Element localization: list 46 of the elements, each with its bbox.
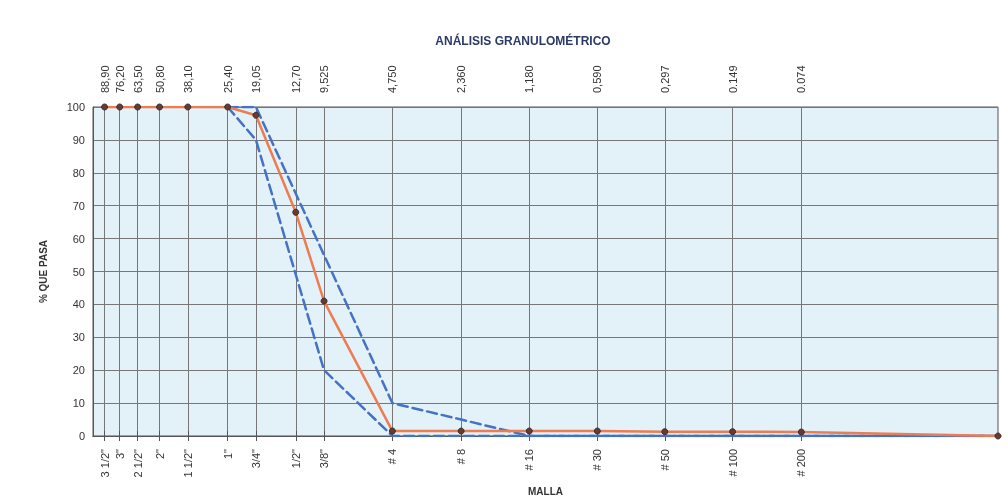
x-tick-label: 0.149	[726, 65, 739, 93]
text: 1/2"	[289, 448, 302, 469]
y-tick-label: 70	[72, 199, 85, 212]
text: 3/4"	[249, 448, 262, 469]
y-tick-label: 30	[72, 331, 85, 344]
x-tick-label: 50,80	[153, 65, 166, 93]
x-tick-label: 1,180	[523, 65, 536, 93]
x-tick-label: 4,750	[386, 65, 399, 93]
y-tick-label: 100	[66, 101, 85, 113]
text: # 50	[658, 449, 671, 471]
y-axis-title: % QUE PASA	[37, 239, 49, 304]
x-tick-label: 76,20	[113, 65, 126, 93]
x-tick-label: 19,05	[249, 65, 262, 93]
y-tick-label: 90	[72, 133, 85, 146]
y-tick-label: 80	[72, 166, 85, 179]
text: # 100	[726, 449, 739, 477]
x-tick-label: 0.074	[795, 65, 808, 93]
text: # 200	[795, 449, 808, 477]
x-tick-label: 12,70	[289, 65, 302, 93]
text: 3/8"	[318, 448, 331, 469]
y-tick-label: 20	[72, 364, 85, 377]
x-tick-label: 9,525	[318, 65, 331, 93]
x-tick-label: 2,360	[455, 65, 468, 93]
text: 2 1/2"	[131, 448, 144, 478]
text: 3 1/2"	[98, 448, 111, 478]
y-tick-label: 40	[72, 298, 85, 311]
text: 1 1/2"	[181, 448, 194, 478]
text: # 4	[386, 449, 399, 465]
y-tick-label: 60	[72, 232, 85, 245]
y-tick-label: 0	[78, 430, 85, 442]
x-tick-label: 0,590	[591, 65, 604, 93]
x-axis-title: MALLA	[528, 485, 563, 497]
y-tick-label: 10	[72, 397, 85, 410]
text: 1"	[221, 448, 234, 460]
x-tick-label: 0,297	[658, 65, 671, 93]
text: # 8	[455, 449, 468, 465]
x-tick-label: 88,90	[98, 65, 111, 93]
x-tick-label: 63,50	[131, 65, 144, 93]
x-tick-label: 25,40	[221, 65, 234, 93]
y-tick-label: 50	[72, 265, 85, 278]
x-tick-label: 38,10	[181, 65, 194, 93]
text: # 30	[591, 449, 604, 471]
text: 2"	[153, 448, 166, 460]
text: # 16	[523, 449, 536, 471]
chart-title: ANÁLISIS GRANULOMÉTRICO	[435, 33, 611, 48]
text: 3"	[113, 448, 126, 460]
